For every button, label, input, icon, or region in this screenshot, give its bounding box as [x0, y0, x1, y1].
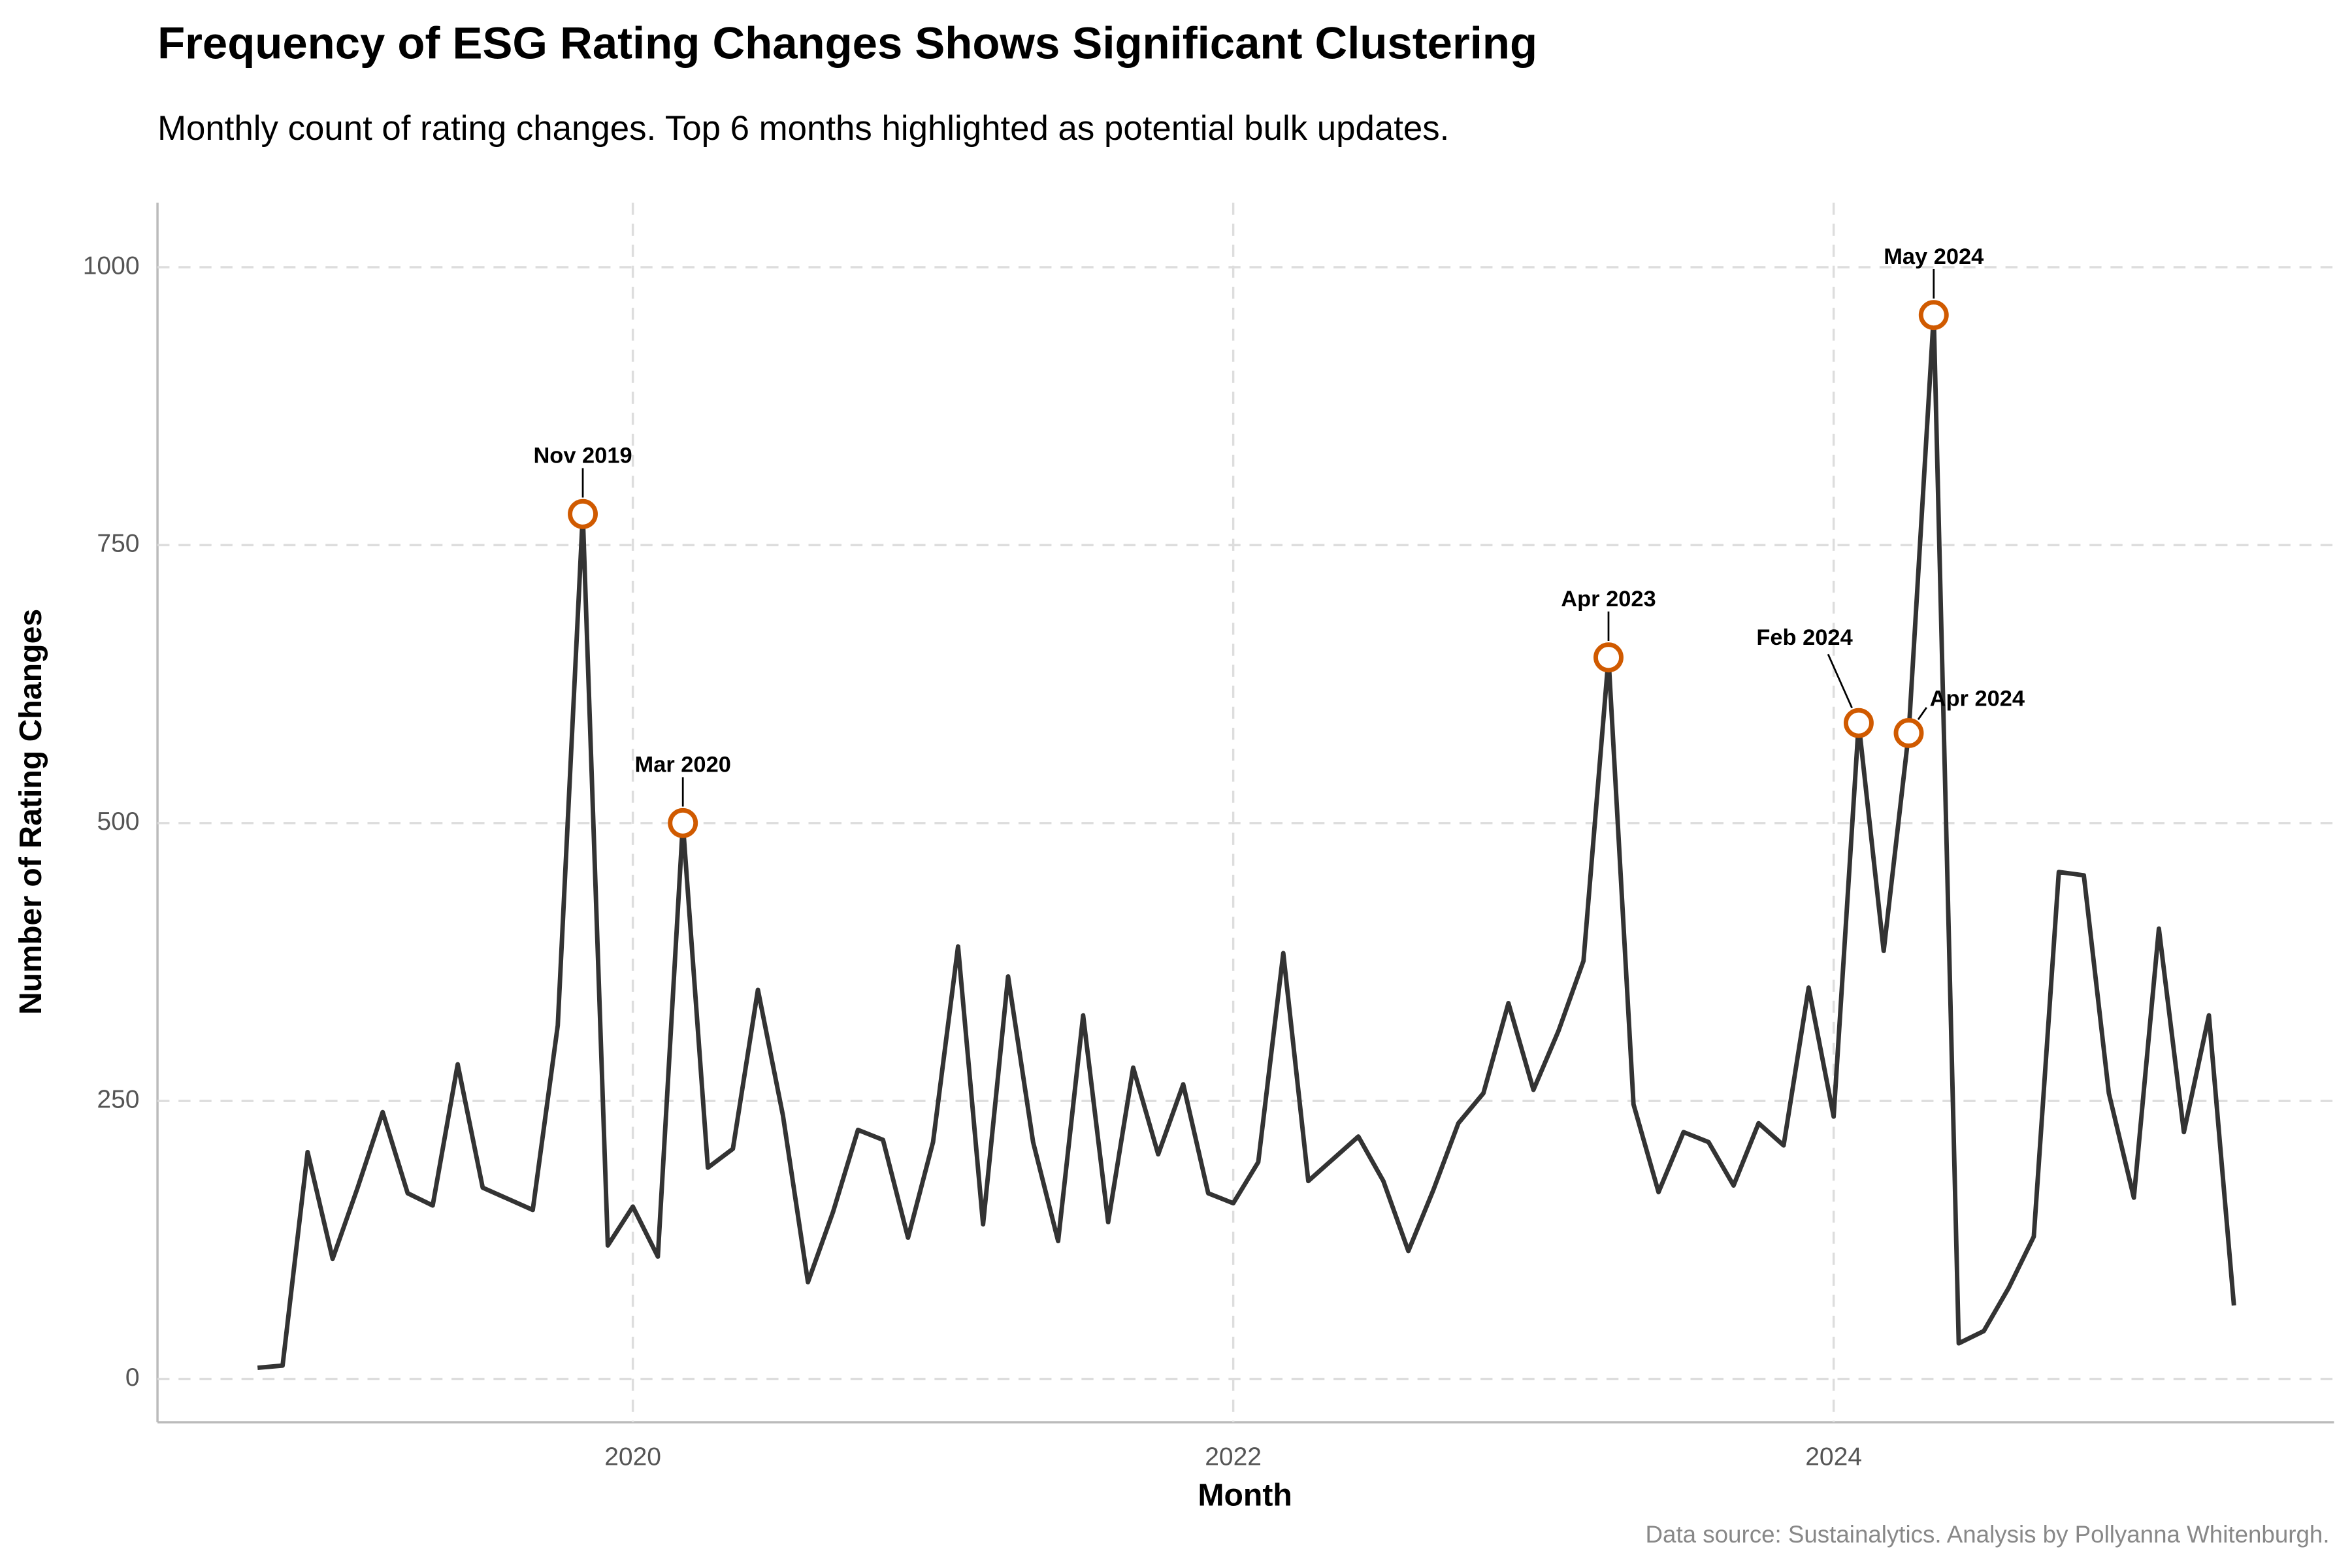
annotation-label: Apr 2024 — [1930, 687, 2025, 711]
annotation-label: May 2024 — [1884, 244, 1984, 269]
annotation-label: Feb 2024 — [1756, 625, 1852, 650]
annotation-label: Apr 2023 — [1561, 587, 1656, 612]
highlight-point — [1918, 300, 1949, 331]
annotation-leader — [1917, 707, 1927, 721]
x-tick-label: 2024 — [1805, 1443, 1862, 1471]
data-line — [257, 312, 2236, 1370]
chart-subtitle: Monthly count of rating changes. Top 6 m… — [157, 109, 1449, 148]
y-axis-label: Number of Rating Changes — [13, 609, 48, 1015]
highlight-point — [568, 498, 598, 529]
highlight-point — [1893, 718, 1924, 748]
annotation-leader — [1827, 653, 1853, 709]
annotation-label: Nov 2019 — [533, 444, 632, 468]
x-tick-label: 2022 — [1205, 1443, 1262, 1471]
y-tick-label: 250 — [97, 1085, 139, 1113]
y-tick-label: 750 — [97, 530, 139, 558]
y-tick-label: 1000 — [83, 252, 140, 280]
y-tick-label: 500 — [97, 808, 139, 836]
annotation-label: Mar 2020 — [635, 753, 731, 777]
highlight-point — [1843, 708, 1874, 738]
x-tick-label: 2020 — [604, 1443, 661, 1471]
highlight-point — [668, 808, 698, 838]
x-axis-label: Month — [1198, 1477, 1292, 1512]
caption: Data source: Sustainalytics. Analysis by… — [1646, 1521, 2330, 1548]
y-tick-label: 0 — [125, 1364, 140, 1392]
highlight-point — [1593, 642, 1624, 673]
chart-title: Frequency of ESG Rating Changes Shows Si… — [157, 18, 1537, 69]
